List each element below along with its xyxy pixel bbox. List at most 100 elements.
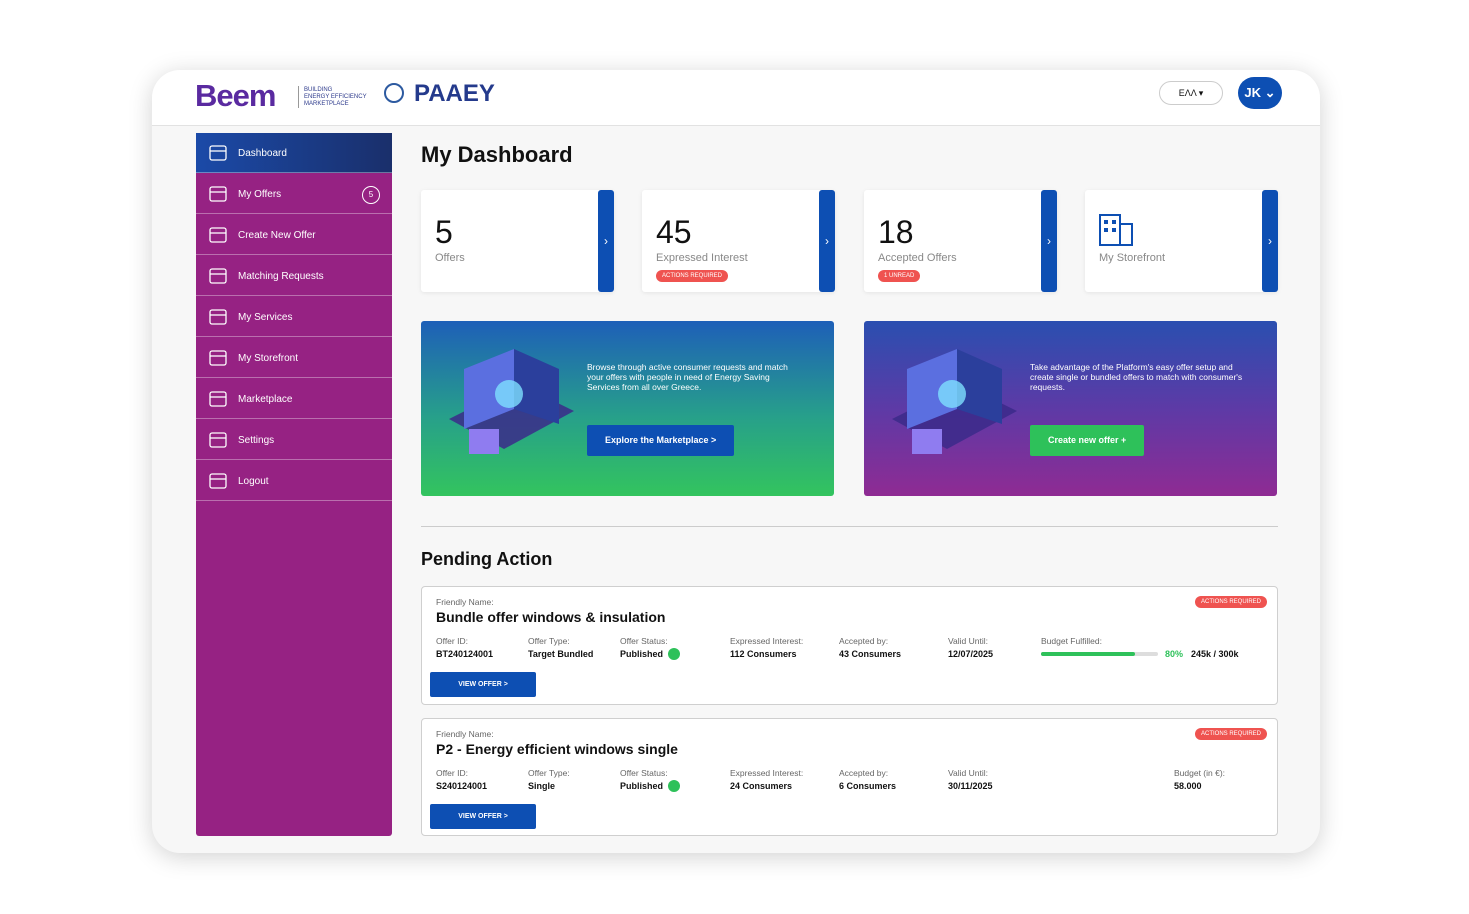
field-value: Published <box>620 649 664 659</box>
logo[interactable]: Beem <box>195 78 276 113</box>
nav-icon <box>209 432 227 448</box>
stat-label: My Storefront <box>1099 252 1166 264</box>
field-label: Offer Type: <box>528 636 570 646</box>
nav-badge: 5 <box>362 186 380 204</box>
field-label: Valid Until: <box>948 768 988 778</box>
nav-item[interactable]: Dashboard <box>196 133 392 173</box>
stat-card[interactable]: 45 Expressed Interest ACTIONS REQUIRED › <box>642 190 835 292</box>
nav-label: Settings <box>238 435 275 446</box>
nav-item[interactable]: My Offers 5 <box>196 174 392 214</box>
banner-text: Take advantage of the Platform's easy of… <box>1030 362 1243 392</box>
view-offer-button[interactable]: VIEW OFFER > <box>430 804 536 829</box>
nav-label: Create New Offer <box>238 230 316 241</box>
offer-card: ACTIONS REQUIRED Friendly Name: P2 - Energ… <box>421 718 1278 836</box>
emblem <box>384 83 404 103</box>
stat-card[interactable]: 5 Offers › <box>421 190 614 292</box>
user-initials: JK <box>1244 85 1262 100</box>
stat-badge: 1 UNREAD <box>878 270 921 282</box>
nav-icon <box>209 473 227 489</box>
field-label: Budget Fulfilled: <box>1041 636 1102 646</box>
nav-icon <box>209 145 227 161</box>
partner-logo: ΡΑΑΕΥ <box>414 80 495 107</box>
nav-item[interactable]: Marketplace <box>196 379 392 419</box>
stat-value: 18 <box>878 214 914 250</box>
field-label: Offer Status: <box>620 768 668 778</box>
field-value: BT240124001 <box>436 649 494 659</box>
nav-item[interactable]: Matching Requests <box>196 256 392 296</box>
language-select[interactable]: ΕΛΛ ▾ <box>1159 81 1223 105</box>
tagline-line: BUILDING <box>304 87 333 93</box>
nav-item[interactable]: Create New Offer <box>196 215 392 255</box>
nav-icon <box>209 309 227 325</box>
field-value: 12/07/2025 <box>948 649 994 659</box>
separator <box>421 526 1278 527</box>
friendly-name-label: Friendly Name: <box>436 597 494 607</box>
field-label: Offer Type: <box>528 768 570 778</box>
illustration <box>449 349 574 454</box>
field-label: Expressed Interest: <box>730 636 804 646</box>
card-tab: › <box>819 190 835 292</box>
tagline-line: MARKETPLACE <box>304 101 349 107</box>
nav-item[interactable]: My Services <box>196 297 392 337</box>
field-value: 43 Consumers <box>839 649 902 659</box>
card-tab: › <box>598 190 614 292</box>
field-label: Valid Until: <box>948 636 988 646</box>
field-label: Offer ID: <box>436 636 468 646</box>
stat-card[interactable]: My Storefront › <box>1085 190 1278 292</box>
tagline-line: ENERGY EFFICIENCY <box>304 94 367 100</box>
field-label: Offer ID: <box>436 768 468 778</box>
nav-icon <box>209 227 227 243</box>
nav-label: My Storefront <box>238 353 299 364</box>
nav-label: Logout <box>238 476 269 487</box>
banner: Browse through active consumer requests … <box>421 321 834 496</box>
stat-label: Expressed Interest <box>656 252 748 264</box>
banner: Take advantage of the Platform's easy of… <box>864 321 1277 496</box>
card-tab: › <box>1041 190 1057 292</box>
banner-button[interactable]: Create new offer + <box>1030 425 1145 456</box>
stat-label: Accepted Offers <box>878 252 957 264</box>
section-title: Pending Action <box>421 549 553 569</box>
header: Beem BUILDING ENERGY EFFICIENCY MARKETPL… <box>152 70 1320 126</box>
field-value: Target Bundled <box>528 649 594 659</box>
field-value: 30/11/2025 <box>948 781 993 791</box>
field-value: 58.000 <box>1174 781 1202 791</box>
nav-icon <box>209 391 227 407</box>
field-label: Accepted by: <box>839 636 889 646</box>
banner-text: Browse through active consumer requests … <box>587 362 788 392</box>
stat-badge: ACTIONS REQUIRED <box>656 270 729 282</box>
sidebar <box>196 133 392 836</box>
stat-value: 45 <box>656 214 692 250</box>
offer-name: P2 - Energy efficient windows single <box>436 741 678 757</box>
status-icon <box>668 780 680 792</box>
language: ΕΛΛ <box>1178 88 1197 98</box>
nav-icon <box>209 186 227 202</box>
friendly-name-label: Friendly Name: <box>436 729 494 739</box>
progress-fill <box>1041 652 1135 656</box>
nav-item[interactable]: Logout <box>196 461 392 501</box>
stat-card[interactable]: 18 Accepted Offers 1 UNREAD › <box>864 190 1057 292</box>
nav-item[interactable]: Settings <box>196 420 392 460</box>
banner-button[interactable]: Explore the Marketplace > <box>587 425 735 456</box>
storefront-icon <box>1099 214 1133 246</box>
nav-label: My Offers <box>238 189 282 200</box>
field-value: 6 Consumers <box>839 781 897 791</box>
status-icon <box>668 648 680 660</box>
offer-card: ACTIONS REQUIRED Friendly Name: Bundle off… <box>421 586 1278 705</box>
nav-item[interactable]: My Storefront <box>196 338 392 378</box>
view-offer-button[interactable]: VIEW OFFER > <box>430 672 536 697</box>
nav-icon <box>209 268 227 284</box>
offer-badge: ACTIONS REQUIRED <box>1194 728 1267 740</box>
card-tab: › <box>1262 190 1278 292</box>
stat-value: 5 <box>435 214 453 250</box>
budget-amount: 245k / 300k <box>1191 649 1239 659</box>
field-label: Accepted by: <box>839 768 889 778</box>
stat-label: Offers <box>435 252 465 264</box>
nav-label: Dashboard <box>238 148 287 159</box>
progress-percent: 80% <box>1165 649 1184 659</box>
user-menu[interactable]: JK ⌄ <box>1238 77 1282 109</box>
tagline: BUILDING ENERGY EFFICIENCY MARKETPLACE <box>304 87 367 108</box>
field-value: Single <box>528 781 556 791</box>
nav-label: My Services <box>238 312 293 323</box>
offer-name: Bundle offer windows & insulation <box>436 609 666 625</box>
